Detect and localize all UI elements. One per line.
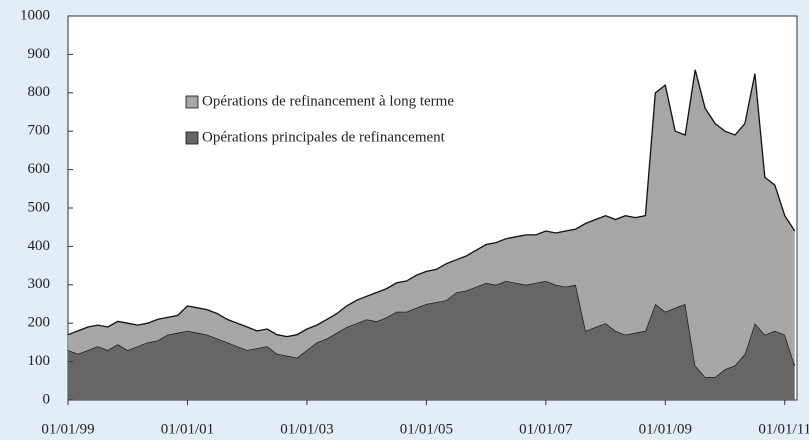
x-tick-label: 01/01/99 bbox=[41, 421, 94, 437]
y-tick-label: 900 bbox=[28, 46, 51, 62]
legend-swatch bbox=[185, 95, 199, 109]
x-tick-label: 01/01/09 bbox=[639, 421, 692, 437]
y-tick-label: 400 bbox=[28, 238, 51, 254]
legend-label: Opérations de refinancement à long terme bbox=[202, 93, 454, 109]
y-tick-label: 0 bbox=[43, 391, 51, 407]
area bbox=[68, 281, 795, 400]
x-tick-label: 01/01/11 bbox=[758, 421, 809, 437]
x-tick-label: 01/01/03 bbox=[280, 421, 333, 437]
y-tick-label: 100 bbox=[28, 353, 51, 369]
x-tick-label: 01/01/07 bbox=[519, 421, 573, 437]
x-tick-label: 01/01/05 bbox=[400, 421, 453, 437]
legend-swatch bbox=[185, 131, 199, 145]
y-tick-label: 600 bbox=[28, 161, 51, 177]
legend-label: Opérations principales de refinancement bbox=[202, 129, 446, 145]
x-tick-label: 01/01/01 bbox=[161, 421, 214, 437]
area bbox=[68, 69, 795, 378]
y-tick-label: 1000 bbox=[20, 7, 50, 23]
y-tick-label: 200 bbox=[28, 315, 51, 331]
y-tick-label: 800 bbox=[28, 84, 51, 100]
y-tick-label: 700 bbox=[28, 123, 51, 139]
area-edge bbox=[67, 69, 796, 338]
y-tick-label: 300 bbox=[28, 276, 51, 292]
y-tick-label: 500 bbox=[28, 199, 51, 215]
